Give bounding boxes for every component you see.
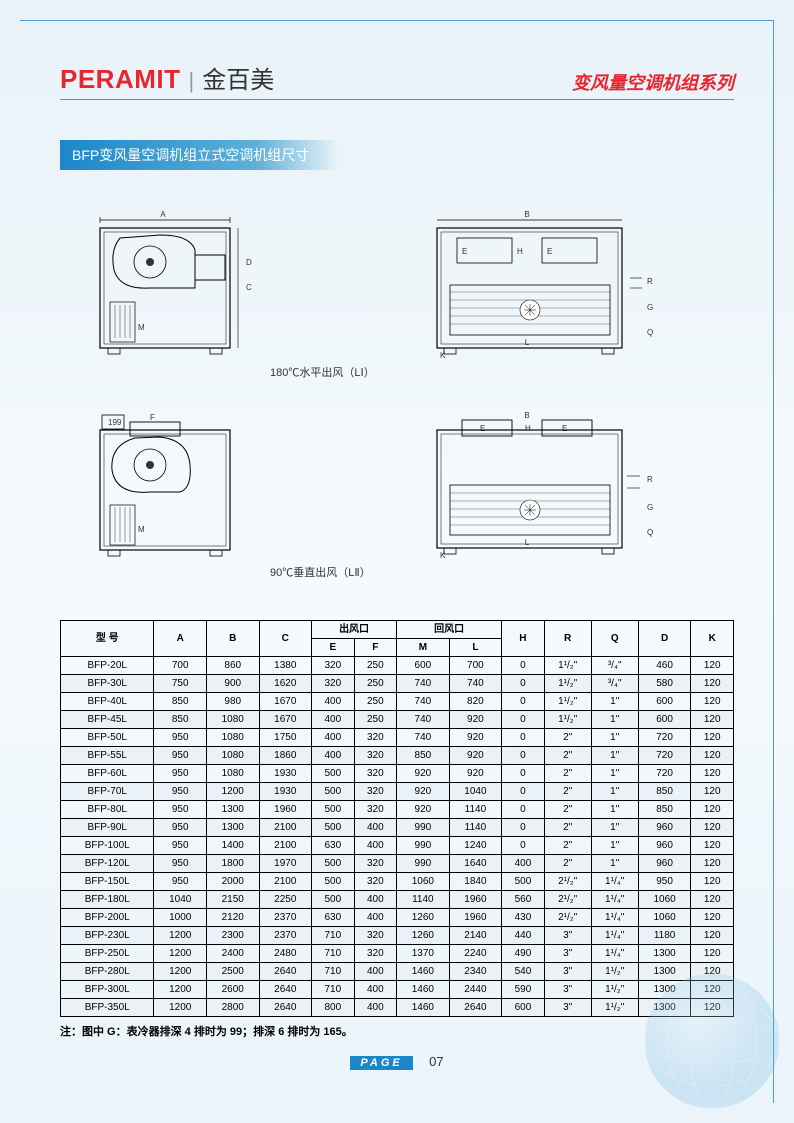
diagram-side-l1: A C D bbox=[80, 210, 372, 380]
svg-text:199: 199 bbox=[108, 418, 122, 427]
svg-text:H: H bbox=[525, 424, 531, 433]
svg-text:K: K bbox=[440, 551, 446, 560]
svg-text:M: M bbox=[138, 323, 145, 332]
svg-text:E: E bbox=[480, 424, 485, 433]
diagram-side-l2: 199 F M 90 bbox=[80, 410, 372, 580]
svg-text:R: R bbox=[647, 475, 653, 484]
svg-text:G: G bbox=[647, 503, 653, 512]
svg-text:R: R bbox=[647, 277, 653, 286]
svg-text:L: L bbox=[525, 538, 530, 547]
svg-text:F: F bbox=[150, 413, 155, 422]
svg-text:L: L bbox=[525, 338, 530, 347]
svg-text:E: E bbox=[562, 424, 567, 433]
svg-text:K: K bbox=[440, 351, 446, 360]
svg-text:C: C bbox=[246, 283, 252, 292]
svg-text:Q: Q bbox=[647, 528, 653, 537]
svg-text:E: E bbox=[462, 247, 467, 256]
svg-text:G: G bbox=[647, 303, 653, 312]
svg-text:A: A bbox=[160, 210, 166, 219]
svg-text:Q: Q bbox=[647, 328, 653, 337]
svg-text:D: D bbox=[246, 258, 252, 267]
svg-text:H: H bbox=[517, 247, 523, 256]
svg-text:B: B bbox=[524, 411, 529, 420]
svg-text:E: E bbox=[547, 247, 552, 256]
diagram-caption-l1: 180℃水平出风（LⅠ） bbox=[80, 364, 372, 380]
diagram-front-l2: B E H E L bbox=[422, 410, 714, 580]
svg-text:M: M bbox=[138, 525, 145, 534]
diagram-caption-l2: 90℃垂直出风（LⅡ） bbox=[80, 564, 372, 580]
diagram-front-l1: B E H E L bbox=[422, 210, 714, 380]
svg-text:B: B bbox=[524, 210, 529, 219]
